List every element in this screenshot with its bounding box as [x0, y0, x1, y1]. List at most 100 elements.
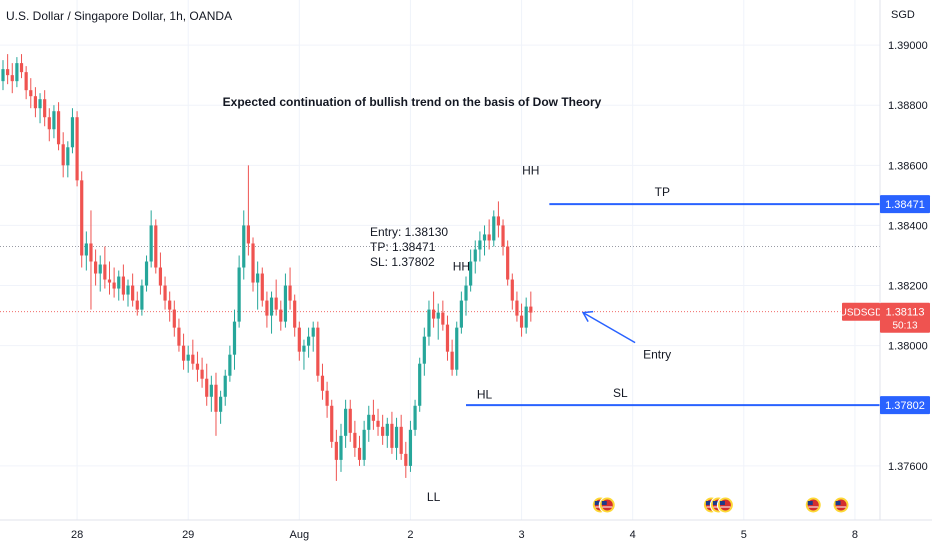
candle-body — [445, 324, 450, 352]
candle — [66, 141, 70, 178]
candle — [357, 435, 362, 466]
y-tick-label: 1.37600 — [888, 461, 928, 473]
candle-body — [316, 327, 320, 376]
candle — [103, 246, 107, 289]
candle-body — [367, 414, 371, 430]
event-flag-icon — [716, 496, 734, 514]
grid — [0, 0, 880, 520]
candle — [135, 291, 139, 316]
candle-body — [431, 309, 436, 319]
candle-body — [200, 369, 204, 379]
candle-body — [112, 282, 116, 289]
event-icon-flag-blue — [705, 501, 711, 505]
candle — [459, 291, 463, 334]
candle — [422, 327, 426, 376]
candle-body — [163, 285, 167, 301]
candle — [43, 90, 47, 127]
candle — [334, 429, 338, 481]
candle-body — [408, 429, 413, 466]
candle-body — [181, 345, 186, 361]
candle-body — [205, 378, 209, 397]
candle-body — [172, 309, 176, 328]
candle-body — [43, 99, 47, 118]
candle-body — [15, 63, 19, 82]
candle — [288, 267, 292, 310]
price-scale[interactable]: 1.39000 1.38800 1.38600 1.38400 1.38200 1.380… — [888, 40, 928, 473]
candle — [487, 219, 491, 250]
time-scale[interactable]: 28 29 Aug 2 3 4 5 8 — [71, 529, 858, 541]
candle-body — [70, 117, 75, 148]
candle — [427, 300, 431, 346]
candle-body — [33, 96, 38, 109]
event-icon-flag-blue — [807, 501, 813, 505]
candle-body — [478, 240, 482, 250]
current-price-tag — [880, 302, 930, 333]
candle — [362, 420, 366, 466]
event-icon-flag-blue — [835, 501, 841, 505]
candle-body — [186, 354, 190, 361]
candle-body — [455, 327, 459, 370]
candle-body — [168, 300, 172, 310]
candle — [529, 291, 533, 322]
candle-body — [61, 144, 65, 166]
candle — [61, 132, 65, 178]
candle — [200, 357, 204, 388]
candle-body — [450, 351, 454, 370]
candle-body — [84, 243, 88, 256]
candle-body — [297, 327, 301, 352]
candle-body — [330, 405, 334, 442]
candle-body — [38, 99, 42, 109]
candle-body — [131, 285, 135, 301]
candle — [154, 219, 158, 274]
candle — [330, 399, 334, 448]
candle-body — [47, 117, 51, 130]
currency-label: SGD — [891, 9, 915, 21]
x-tick-label: 8 — [852, 529, 858, 541]
candle — [144, 255, 149, 292]
candle-body — [288, 285, 292, 301]
candle-body — [19, 63, 24, 73]
candle — [232, 309, 237, 370]
candle-body — [52, 111, 56, 130]
candle — [112, 267, 116, 298]
candle-body — [66, 147, 70, 166]
candle-body — [427, 309, 431, 337]
candle-body — [56, 111, 61, 145]
candle-body — [515, 300, 519, 316]
candle — [306, 327, 311, 358]
candle-body — [144, 261, 149, 286]
candle — [445, 315, 450, 361]
candle — [441, 300, 445, 331]
trade-entry-text: Entry: 1.38130 — [370, 225, 448, 239]
candle — [163, 276, 167, 310]
economic-events[interactable] — [591, 496, 850, 514]
candle — [1, 60, 5, 91]
candle-body — [228, 354, 232, 376]
candle-body — [126, 285, 130, 295]
candle — [121, 264, 125, 301]
candle — [149, 210, 153, 268]
candle — [279, 300, 283, 331]
candle-body — [464, 285, 468, 301]
candle — [510, 273, 514, 310]
candle — [172, 300, 176, 337]
price-levels[interactable]: TP SL — [466, 185, 880, 407]
candle-body — [135, 300, 139, 310]
symbol-tag — [842, 302, 880, 321]
candle — [436, 303, 440, 340]
candle — [399, 414, 403, 460]
candle-body — [89, 243, 93, 262]
candle-body — [274, 297, 278, 310]
sl-level-label: SL — [613, 386, 628, 400]
candle — [348, 399, 352, 442]
candle-body — [117, 276, 121, 289]
candle-body — [283, 285, 288, 322]
candle-body — [524, 306, 528, 328]
candle-body — [154, 225, 158, 268]
candle — [126, 279, 130, 307]
candle — [117, 270, 121, 301]
candle — [19, 54, 24, 79]
pattern-labels: HH HH HL LL — [427, 163, 540, 504]
y-tick-label: 1.38200 — [888, 281, 928, 293]
